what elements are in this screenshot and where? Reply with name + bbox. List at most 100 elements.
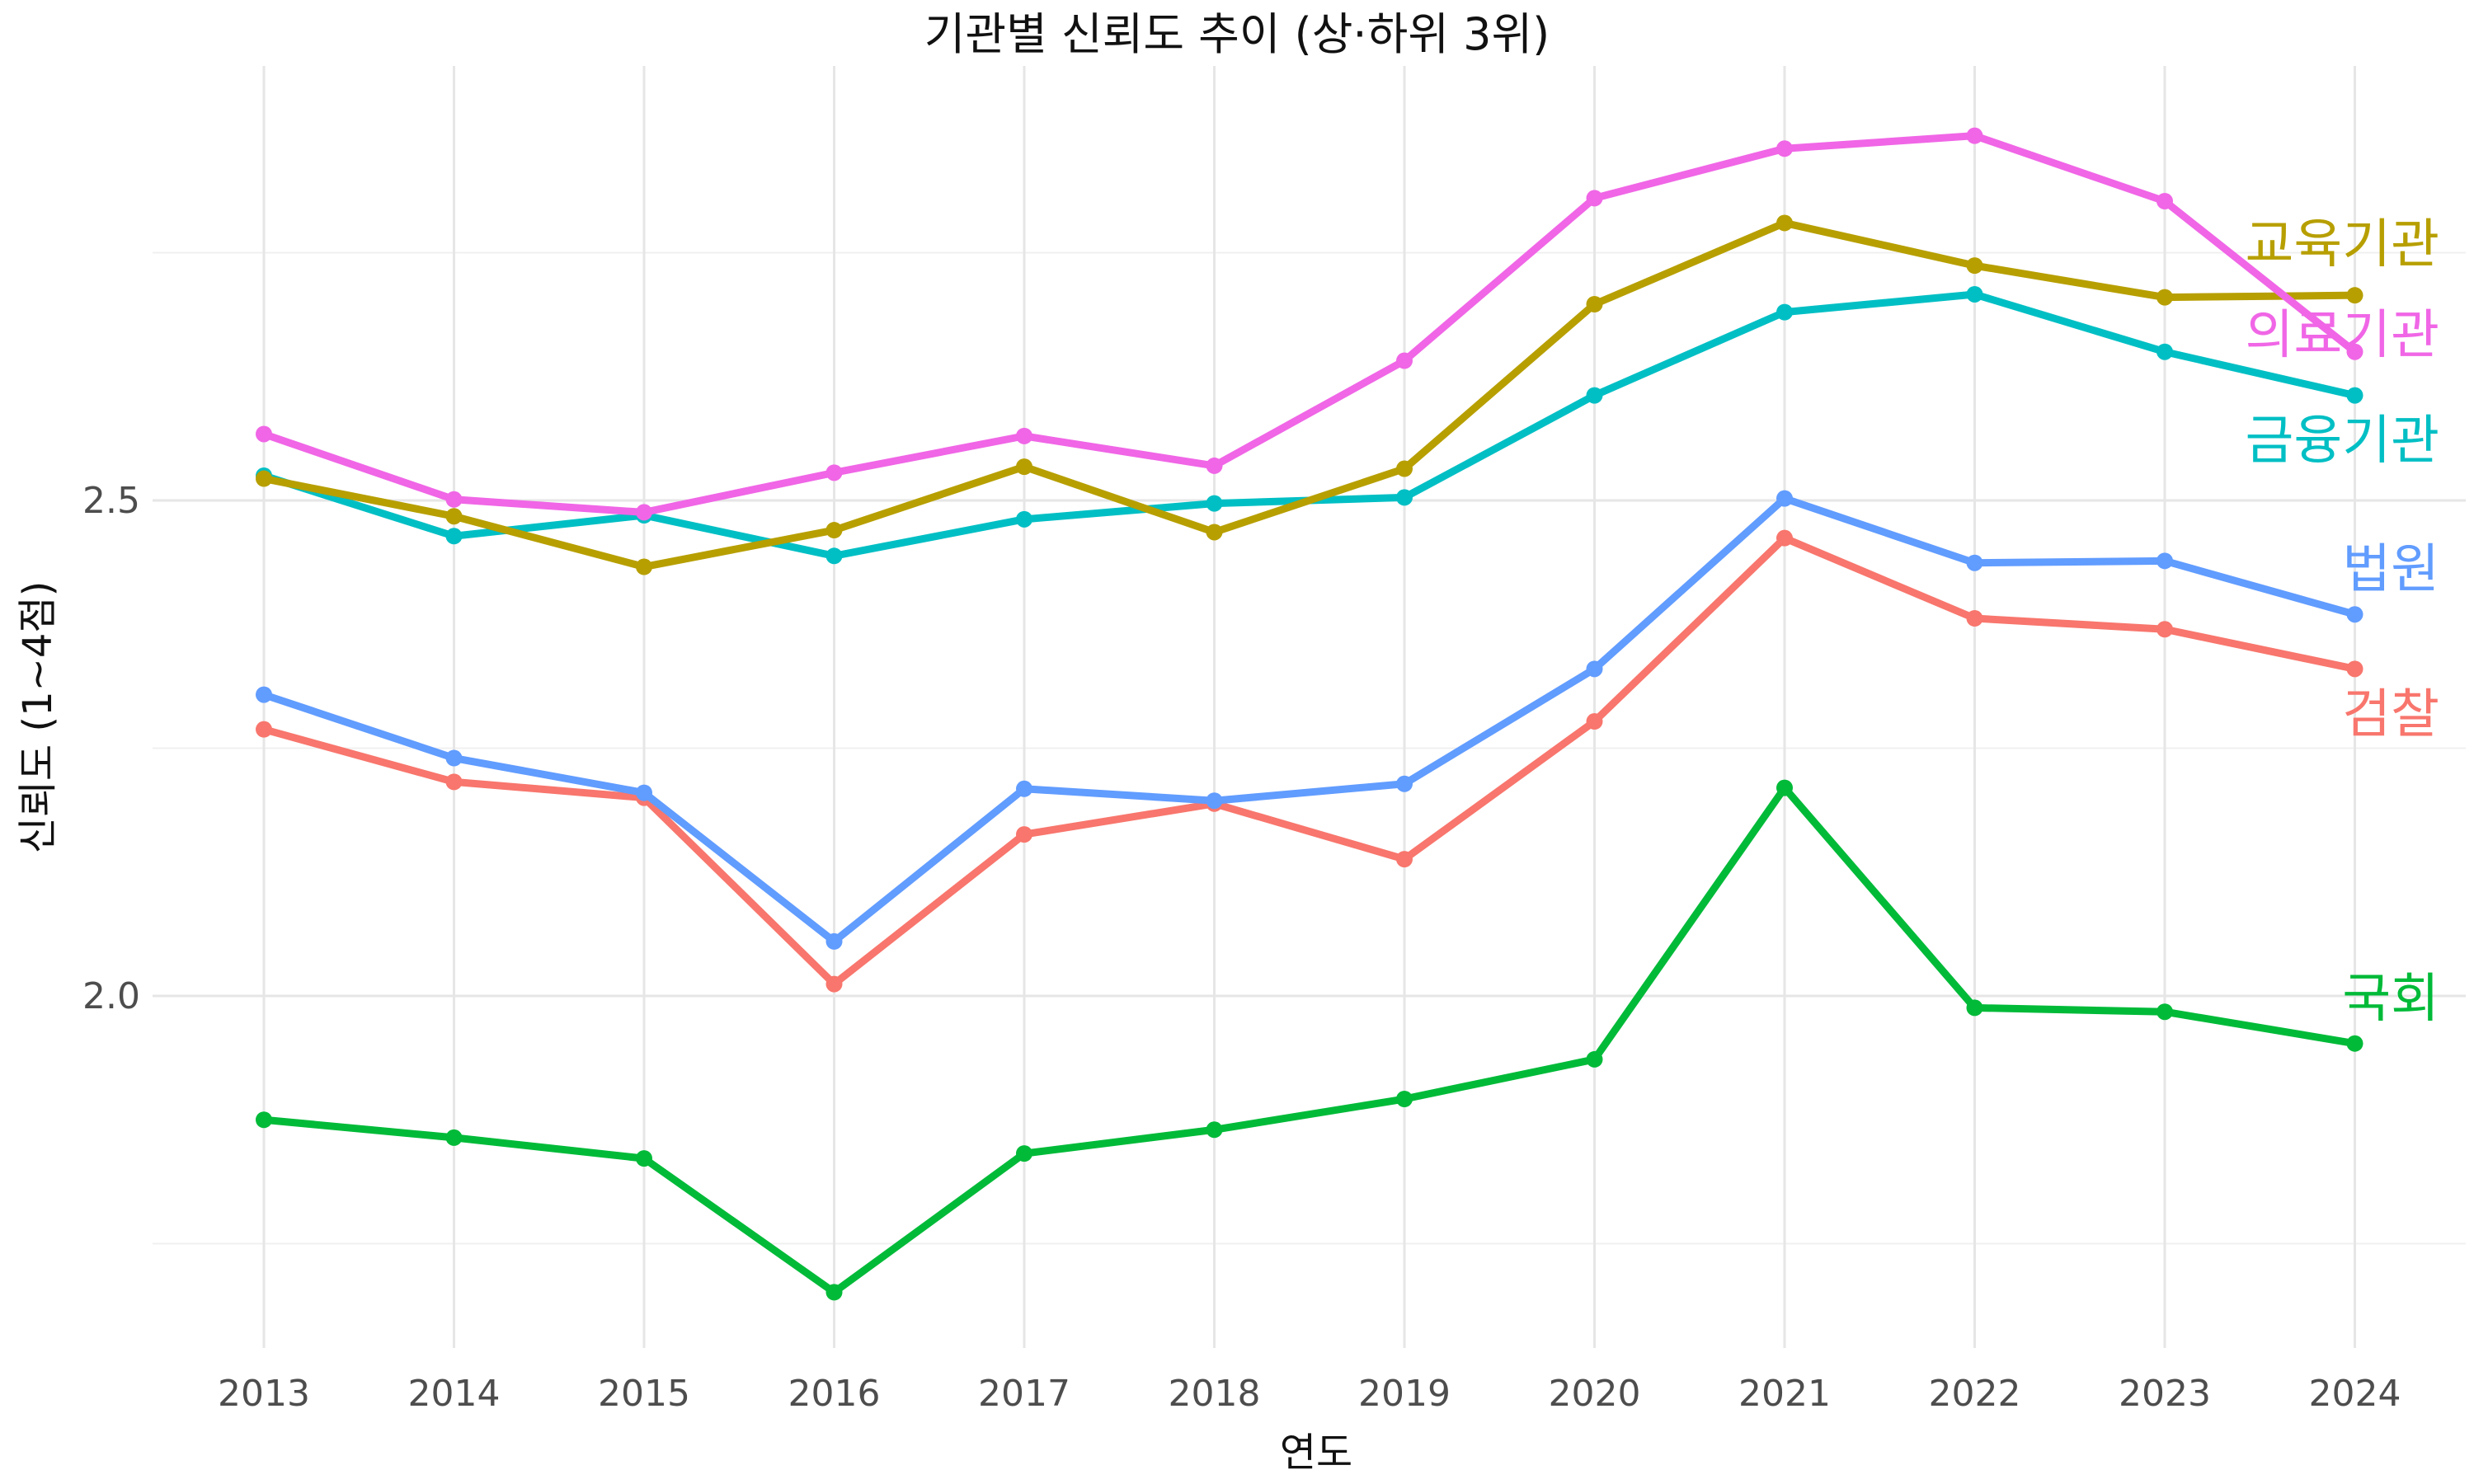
x-tick-label: 2020 xyxy=(1549,1373,1641,1415)
data-point xyxy=(1016,826,1032,843)
chart-title: 기관별 신뢰도 추이 (상·하위 3위) xyxy=(924,8,1550,60)
data-point xyxy=(1966,127,1983,144)
series-end-label: 법원 xyxy=(2342,539,2439,600)
data-point xyxy=(1016,1145,1032,1162)
series-line xyxy=(260,132,2359,516)
series-금융기관 xyxy=(256,285,2363,565)
x-tick-label: 2023 xyxy=(2119,1373,2211,1415)
data-point xyxy=(1586,1050,1603,1068)
series-end-label: 교육기관 xyxy=(2245,214,2439,275)
data-point xyxy=(445,773,463,791)
series-end-label: 국회 xyxy=(2342,969,2439,1030)
data-point xyxy=(2157,343,2173,360)
y-tick-label: 2.5 xyxy=(82,480,140,522)
x-axis-ticks: 2013 2014 2015 2016 2017 2018 2019 2020 2021 2022… xyxy=(218,1373,2401,1415)
data-point xyxy=(1586,660,1603,678)
data-point xyxy=(825,932,843,950)
x-tick-label: 2019 xyxy=(1358,1373,1451,1415)
series-교육기관 xyxy=(256,214,2363,575)
data-point xyxy=(256,721,272,738)
data-point xyxy=(825,1284,843,1301)
data-point xyxy=(1966,554,1983,571)
data-point xyxy=(1396,489,1413,506)
data-point xyxy=(1016,458,1032,476)
data-point xyxy=(256,470,272,487)
data-point xyxy=(636,558,652,575)
series-line xyxy=(260,218,2359,571)
data-point xyxy=(2346,387,2363,404)
data-point xyxy=(1586,713,1603,730)
data-point xyxy=(1016,427,1032,444)
x-tick-label: 2024 xyxy=(2309,1373,2401,1415)
data-point xyxy=(445,508,463,525)
data-point xyxy=(1586,387,1603,404)
data-point xyxy=(1396,851,1413,868)
data-point xyxy=(1206,1121,1223,1139)
data-point xyxy=(2157,289,2173,306)
data-point xyxy=(825,547,843,565)
data-point xyxy=(445,491,463,508)
series-end-label: 검찰 xyxy=(2342,684,2439,745)
data-point xyxy=(2346,660,2363,678)
data-point xyxy=(1586,190,1603,207)
data-point xyxy=(636,784,652,801)
data-point xyxy=(1016,510,1032,528)
data-point xyxy=(2157,552,2173,570)
x-tick-label: 2022 xyxy=(1929,1373,2021,1415)
data-point xyxy=(256,425,272,443)
data-point xyxy=(1776,303,1793,321)
series-line xyxy=(260,290,2359,560)
y-axis-title: 신뢰도 (1~4점) xyxy=(15,581,61,854)
y-tick-label: 2.0 xyxy=(82,975,140,1017)
data-point xyxy=(1396,460,1413,477)
data-point xyxy=(1016,780,1032,797)
data-point xyxy=(1396,352,1413,369)
data-point xyxy=(636,1150,652,1167)
data-point xyxy=(2346,287,2363,304)
series-의료기관 xyxy=(256,127,2363,521)
data-point xyxy=(1966,610,1983,627)
data-point xyxy=(1396,1091,1413,1108)
series-법원 xyxy=(256,490,2363,950)
series-국회 xyxy=(256,779,2363,1301)
data-point xyxy=(1776,490,1793,507)
data-point xyxy=(445,749,463,767)
series-end-label: 의료기관 xyxy=(2245,305,2439,366)
data-point xyxy=(256,1111,272,1129)
series-lines xyxy=(256,127,2363,1301)
data-point xyxy=(1776,529,1793,547)
series-end-label: 금융기관 xyxy=(2245,411,2439,472)
series-line xyxy=(260,495,2359,946)
data-point xyxy=(1396,775,1413,792)
data-point xyxy=(445,528,463,545)
data-point xyxy=(1776,140,1793,157)
data-point xyxy=(1966,285,1983,303)
x-tick-label: 2017 xyxy=(978,1373,1070,1415)
data-point xyxy=(636,504,652,521)
x-tick-label: 2013 xyxy=(218,1373,310,1415)
x-axis-title: 연도 xyxy=(1280,1430,1352,1476)
data-point xyxy=(825,464,843,481)
series-line xyxy=(260,784,2359,1296)
data-point xyxy=(1776,214,1793,232)
data-point xyxy=(2346,343,2363,360)
data-point xyxy=(2157,192,2173,209)
data-point xyxy=(2157,621,2173,638)
x-tick-label: 2018 xyxy=(1169,1373,1261,1415)
data-point xyxy=(825,975,843,993)
data-point xyxy=(1586,296,1603,313)
data-point xyxy=(1776,779,1793,796)
data-point xyxy=(1966,257,1983,275)
data-point xyxy=(2157,1003,2173,1021)
data-point xyxy=(825,522,843,539)
data-point xyxy=(1206,524,1223,541)
data-point xyxy=(2346,606,2363,623)
data-point xyxy=(1206,457,1223,474)
data-point xyxy=(445,1129,463,1146)
x-tick-label: 2016 xyxy=(788,1373,881,1415)
series-line xyxy=(260,534,2359,989)
data-point xyxy=(2346,1035,2363,1052)
x-tick-label: 2015 xyxy=(598,1373,690,1415)
